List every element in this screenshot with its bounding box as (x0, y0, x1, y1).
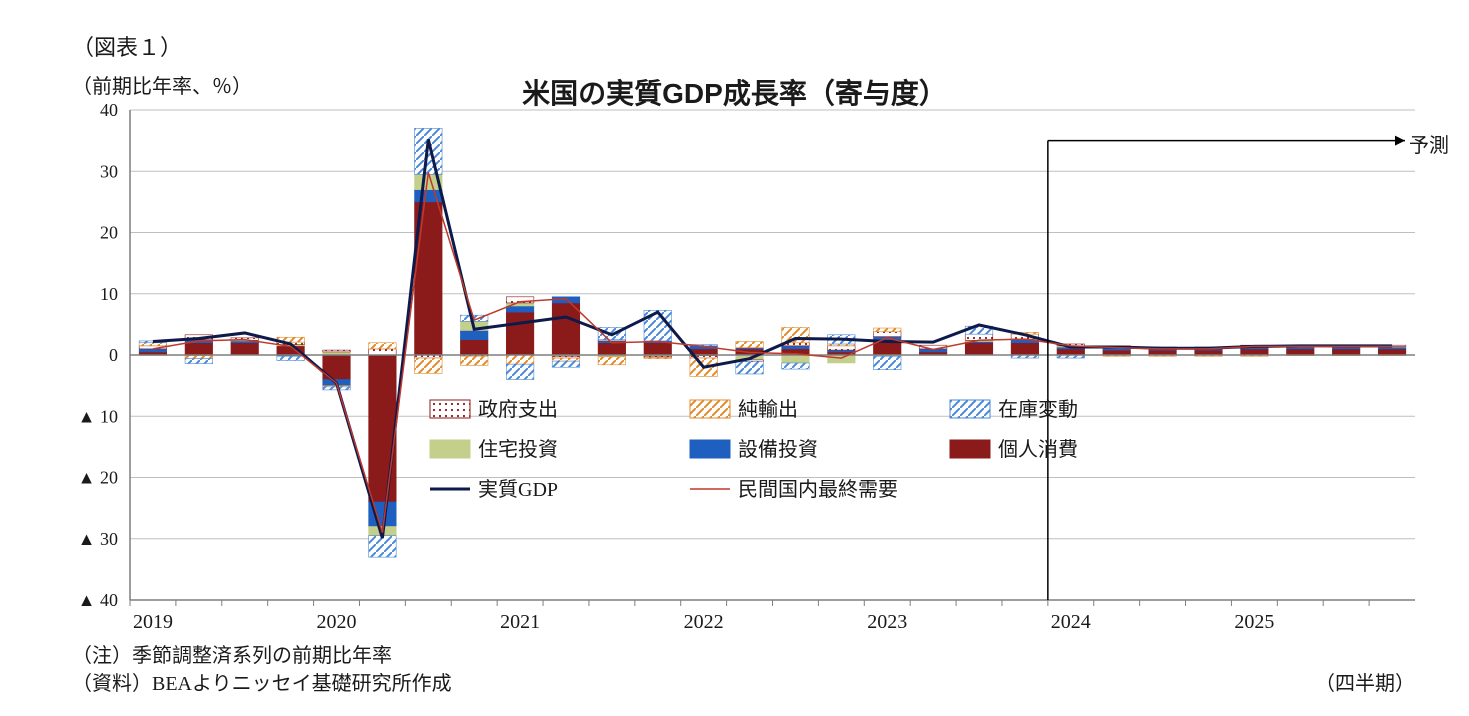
svg-text:2025: 2025 (1234, 611, 1274, 633)
svg-text:2019: 2019 (133, 611, 173, 633)
svg-text:政府支出: 政府支出 (478, 398, 558, 421)
svg-text:▲ 10: ▲ 10 (78, 406, 118, 426)
svg-text:2023: 2023 (867, 611, 907, 633)
svg-text:20: 20 (100, 223, 118, 243)
svg-text:実質GDP: 実質GDP (478, 478, 558, 501)
svg-text:2021: 2021 (500, 611, 540, 633)
svg-text:住宅投資: 住宅投資 (478, 438, 558, 461)
svg-text:純輸出: 純輸出 (738, 398, 798, 421)
svg-text:▲ 30: ▲ 30 (78, 529, 118, 549)
svg-text:0: 0 (109, 345, 118, 365)
svg-text:2024: 2024 (1051, 611, 1091, 633)
svg-text:▲ 40: ▲ 40 (78, 590, 118, 610)
svg-text:30: 30 (100, 161, 118, 181)
svg-text:40: 40 (100, 100, 118, 120)
svg-text:個人消費: 個人消費 (998, 438, 1078, 461)
svg-text:設備投資: 設備投資 (738, 438, 818, 461)
svg-text:10: 10 (100, 284, 118, 304)
svg-text:民間国内最終需要: 民間国内最終需要 (738, 478, 898, 501)
chart-container: （図表１） （前期比年率、％） 米国の実質GDP成長率（寄与度） （注）季節調整… (0, 0, 1469, 716)
svg-text:▲ 20: ▲ 20 (78, 468, 118, 488)
svg-text:2020: 2020 (317, 611, 357, 633)
svg-text:在庫変動: 在庫変動 (998, 398, 1078, 421)
chart-svg: ▲ 40 ▲ 30 ▲ 20 ▲ 10 0 10 20 30 40 2019 2020 2021 202… (0, 0, 1469, 716)
svg-text:2022: 2022 (684, 611, 724, 633)
forecast-label: 予測 (1409, 129, 1449, 158)
